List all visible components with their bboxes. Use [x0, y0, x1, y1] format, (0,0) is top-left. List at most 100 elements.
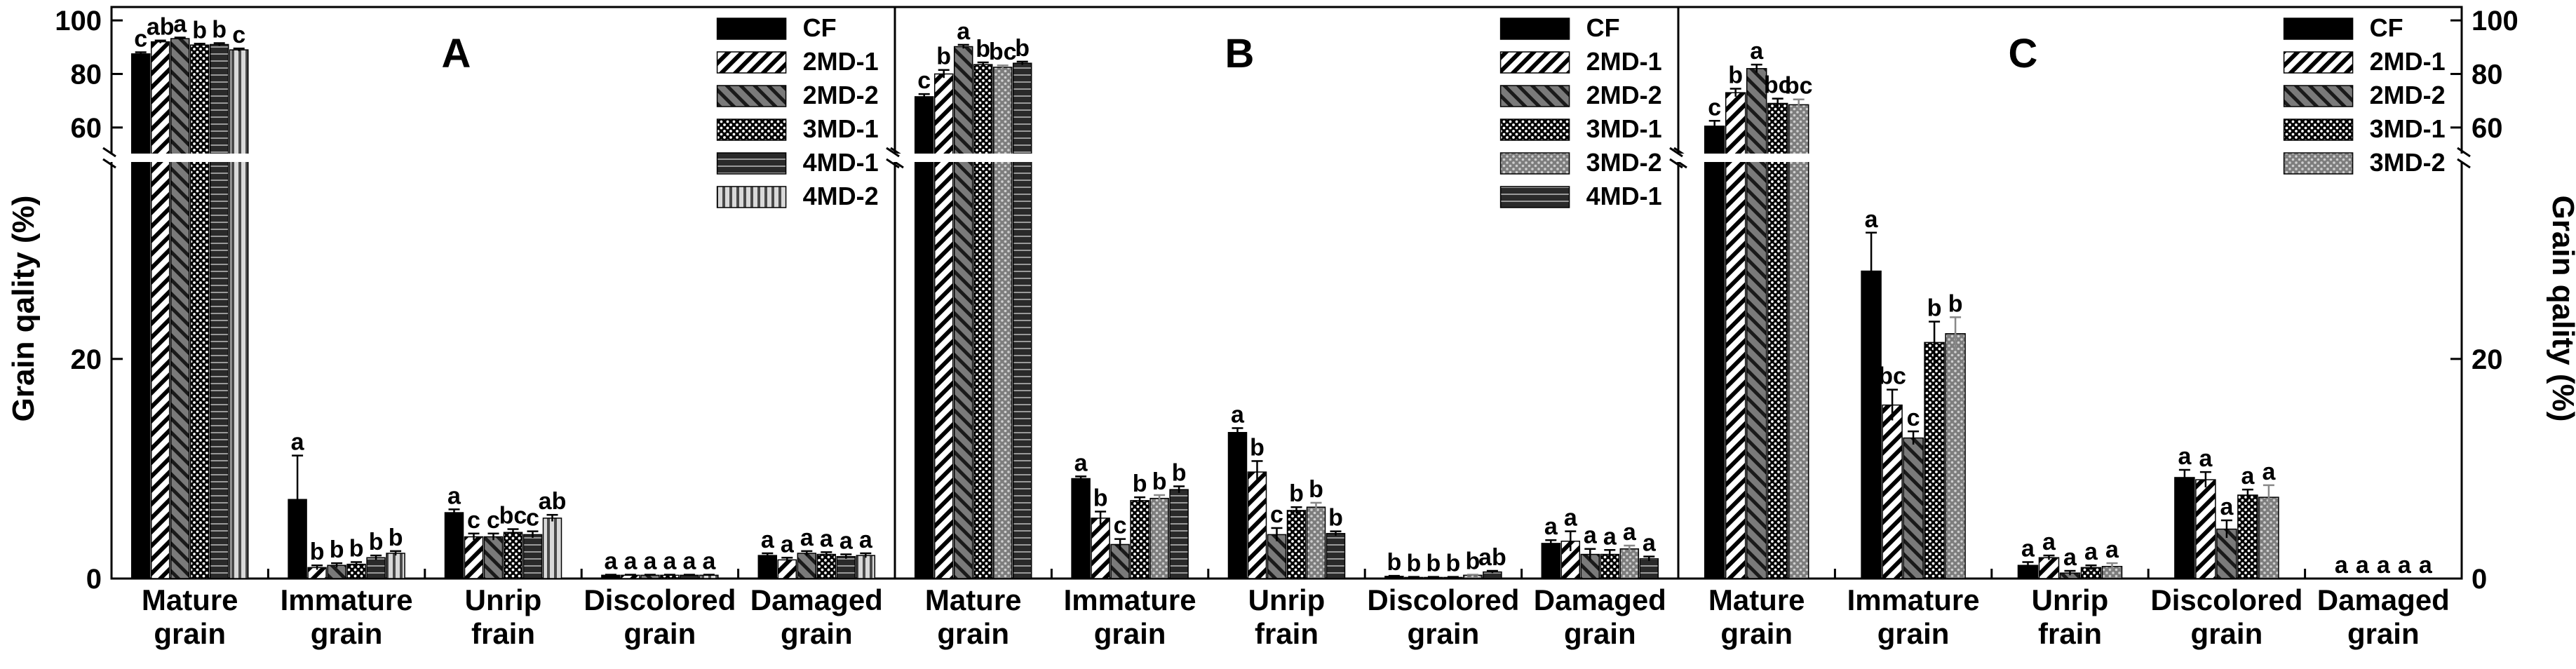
bar-3md-2-0	[992, 67, 1013, 579]
bar-3md-2-0	[1788, 104, 1809, 579]
significance-label: b	[1015, 35, 1030, 62]
legend-label-2md-1: 2MD-1	[2370, 47, 2446, 76]
significance-label: a	[1865, 206, 1879, 233]
significance-label: a	[1564, 505, 1578, 532]
bar-2md-1-1	[1091, 518, 1110, 579]
significance-label: c	[1907, 405, 1920, 431]
bar-cf-1	[1071, 478, 1091, 579]
bar-cf-4	[1541, 543, 1561, 579]
significance-label: a	[702, 548, 716, 575]
significance-label: a	[604, 548, 618, 575]
bar-4md-2-1	[386, 553, 405, 579]
significance-label: b	[310, 539, 325, 565]
legend-label-cf: CF	[803, 13, 837, 42]
significance-label: a	[1231, 401, 1245, 428]
legend-swatch-3md-2	[1499, 152, 1570, 175]
significance-label: bc	[1764, 72, 1792, 99]
bar-3md-1-3	[2237, 494, 2258, 579]
category-label: Immature	[281, 583, 413, 616]
legend-swatch-2md-1	[2283, 51, 2354, 74]
y-tick-label-right: 80	[2472, 59, 2503, 90]
bar-3md-1-2	[503, 532, 523, 579]
significance-label: ab	[539, 488, 567, 515]
significance-label: c	[1708, 94, 1721, 121]
significance-label: b	[1093, 485, 1108, 511]
bar-4md-1-2	[522, 534, 543, 579]
bar-cf-2	[1227, 432, 1248, 579]
axis-break-mark	[102, 158, 116, 169]
significance-label: bc	[1785, 73, 1813, 100]
bar-cf-2	[444, 512, 464, 579]
y-tick-label-right: 100	[2472, 6, 2518, 36]
axis-break-mark	[1669, 147, 1683, 158]
significance-label: c	[232, 22, 245, 48]
significance-label: ab	[1478, 544, 1506, 571]
category-label: grain	[1877, 617, 1950, 650]
significance-label: b	[369, 529, 384, 555]
category-label: Damaged	[1534, 583, 1666, 616]
legend-label-4md-2: 4MD-2	[803, 182, 879, 210]
significance-label: bc	[989, 39, 1017, 65]
category-label: grain	[1720, 617, 1793, 650]
significance-label: a	[2063, 544, 2077, 571]
significance-label: b	[1927, 295, 1942, 322]
significance-label: b	[1309, 476, 1323, 503]
category-label: Immature	[1847, 583, 1980, 616]
legend-swatch-3md-2	[2283, 152, 2354, 175]
bar-2md-1-1	[1882, 404, 1903, 579]
category-label: grain	[154, 617, 226, 650]
y-tick-label-right: 60	[2472, 113, 2503, 144]
significance-label: a	[781, 531, 795, 558]
bar-2md-2-1	[1903, 437, 1924, 579]
significance-label: a	[1544, 513, 1558, 540]
significance-label: a	[2262, 459, 2276, 485]
legend-swatch-cf	[716, 18, 787, 40]
bar-4md-2-2	[542, 518, 562, 579]
significance-label: b	[212, 17, 227, 43]
significance-label: ab	[147, 14, 175, 41]
axis-break-band	[1673, 154, 2467, 162]
significance-label: b	[1407, 550, 1422, 577]
category-label: Discolored	[1367, 583, 1519, 616]
category-label: grain	[1094, 617, 1166, 650]
significance-label: b	[1466, 548, 1481, 575]
significance-label: a	[2178, 443, 2192, 470]
bar-3md-1-0	[973, 64, 993, 579]
significance-label: a	[1603, 523, 1617, 550]
panel-letter: A	[442, 31, 471, 76]
category-label: Unrip	[1248, 583, 1326, 616]
category-label: Damaged	[2317, 583, 2450, 616]
category-label: grain	[1408, 617, 1480, 650]
legend-swatch-2md-2	[1499, 85, 1570, 107]
bar-2md-2-0	[953, 46, 973, 579]
significance-label: a	[2241, 463, 2255, 489]
significance-label: a	[2199, 445, 2213, 472]
bar-4md-2-4	[856, 555, 876, 579]
category-label: frain	[471, 617, 535, 650]
legend-swatch-cf	[2283, 18, 2354, 40]
legend-label-3md-1: 3MD-1	[1586, 114, 1662, 143]
panel-a: caaaaabbcaaabcaabbbcaabbcaacbabaaMatureg…	[102, 6, 904, 650]
significance-label: b	[1427, 550, 1441, 577]
bar-4md-1-1	[366, 557, 386, 579]
bar-2md-2-4	[1580, 553, 1600, 579]
category-label: grain	[2191, 617, 2263, 650]
legend-label-4md-1: 4MD-1	[803, 148, 879, 177]
significance-label: a	[2377, 552, 2391, 579]
legend-swatch-2md-2	[2283, 85, 2354, 107]
legend-swatch-4md-1	[1499, 186, 1570, 208]
legend-label-2md-2: 2MD-2	[2370, 81, 2446, 109]
legend-label-2md-2: 2MD-2	[1586, 81, 1662, 109]
bar-2md-1-2	[1247, 471, 1267, 579]
significance-label: c	[917, 67, 931, 94]
bar-cf-3	[2174, 477, 2195, 579]
significance-label: a	[2105, 536, 2119, 563]
bar-2md-1-3	[2195, 479, 2216, 579]
bar-3md-2-2	[1306, 506, 1326, 579]
legend-label-2md-1: 2MD-1	[1586, 47, 1662, 76]
significance-label: b	[389, 525, 403, 551]
bar-3md-2-3	[2258, 496, 2279, 579]
significance-label: a	[957, 18, 971, 45]
significance-label: a	[2398, 552, 2412, 579]
